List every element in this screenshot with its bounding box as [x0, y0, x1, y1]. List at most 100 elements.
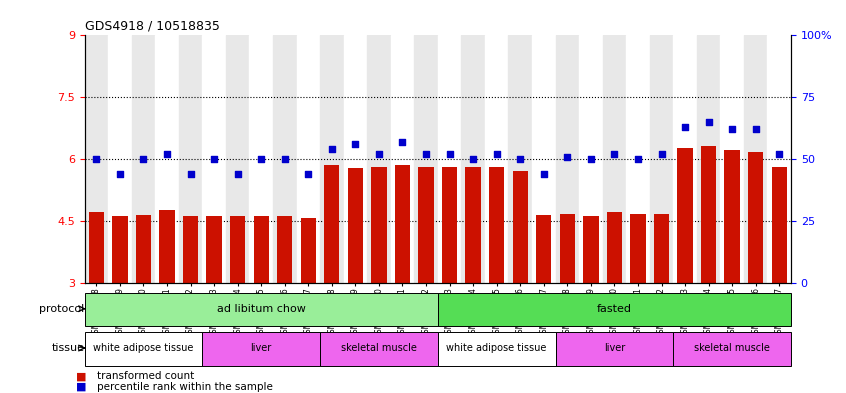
Bar	[273, 35, 297, 283]
Bar	[183, 216, 198, 283]
Bar	[159, 209, 174, 283]
Text: white adipose tissue: white adipose tissue	[93, 343, 194, 353]
Bar	[89, 212, 104, 283]
Text: tissue: tissue	[52, 343, 85, 353]
Bar	[654, 214, 669, 283]
Bar	[532, 35, 556, 283]
Point	[631, 156, 645, 162]
Point	[725, 126, 739, 132]
Text: fasted: fasted	[597, 304, 632, 314]
Bar	[179, 35, 202, 283]
Bar	[391, 35, 415, 283]
Bar	[367, 35, 391, 283]
Bar	[85, 293, 438, 326]
Bar	[556, 35, 579, 283]
Bar	[489, 167, 504, 283]
Bar	[744, 35, 767, 283]
Point	[490, 151, 503, 157]
Bar	[324, 165, 339, 283]
Bar	[697, 35, 721, 283]
Point	[113, 171, 127, 177]
Text: percentile rank within the sample: percentile rank within the sample	[97, 382, 273, 392]
Bar	[108, 35, 132, 283]
Bar	[673, 332, 791, 365]
Bar	[442, 167, 457, 283]
Point	[655, 151, 668, 157]
Bar	[583, 216, 598, 283]
Text: ■: ■	[76, 371, 86, 382]
Bar	[206, 216, 222, 283]
Point	[442, 151, 456, 157]
Bar	[250, 35, 273, 283]
Point	[325, 146, 338, 152]
Bar	[556, 332, 673, 365]
Bar	[630, 214, 645, 283]
Text: ad libitum chow: ad libitum chow	[217, 304, 305, 314]
Bar	[673, 35, 697, 283]
Point	[678, 124, 692, 130]
Bar	[415, 35, 438, 283]
Bar	[602, 35, 626, 283]
Text: protocol: protocol	[40, 304, 85, 314]
Point	[466, 156, 480, 162]
Text: liver: liver	[250, 343, 272, 353]
Bar	[156, 35, 179, 283]
Point	[184, 171, 197, 177]
Point	[607, 151, 621, 157]
Bar	[465, 167, 481, 283]
Point	[301, 171, 315, 177]
Point	[561, 154, 574, 160]
Text: liver: liver	[604, 343, 625, 353]
Bar	[626, 35, 650, 283]
Text: transformed count: transformed count	[97, 371, 195, 382]
Bar	[560, 214, 575, 283]
Bar	[678, 148, 693, 283]
Text: GDS4918 / 10518835: GDS4918 / 10518835	[85, 20, 219, 33]
Bar	[226, 35, 250, 283]
Point	[702, 119, 716, 125]
Point	[231, 171, 244, 177]
Point	[372, 151, 386, 157]
Bar	[320, 332, 438, 365]
Bar	[772, 167, 787, 283]
Bar	[300, 218, 316, 283]
Bar	[438, 332, 556, 365]
Bar	[277, 216, 293, 283]
Bar	[607, 212, 622, 283]
Bar	[508, 35, 532, 283]
Bar	[320, 35, 343, 283]
Bar	[721, 35, 744, 283]
Point	[90, 156, 103, 162]
Bar	[371, 167, 387, 283]
Bar	[85, 332, 202, 365]
Bar	[297, 35, 320, 283]
Bar	[461, 35, 485, 283]
Point	[278, 156, 292, 162]
Point	[207, 156, 221, 162]
Point	[420, 151, 433, 157]
Text: skeletal muscle: skeletal muscle	[341, 343, 417, 353]
Bar	[767, 35, 791, 283]
Bar	[113, 216, 128, 283]
Bar	[701, 146, 717, 283]
Bar	[230, 216, 245, 283]
Bar	[348, 168, 363, 283]
Point	[349, 141, 362, 147]
Point	[749, 126, 762, 132]
Point	[514, 156, 527, 162]
Bar	[85, 35, 108, 283]
Point	[537, 171, 551, 177]
Bar	[395, 165, 410, 283]
Point	[137, 156, 151, 162]
Text: skeletal muscle: skeletal muscle	[695, 343, 770, 353]
Bar	[485, 35, 508, 283]
Text: ■: ■	[76, 382, 86, 392]
Text: white adipose tissue: white adipose tissue	[447, 343, 547, 353]
Bar	[536, 215, 552, 283]
Bar	[132, 35, 155, 283]
Bar	[419, 167, 434, 283]
Bar	[650, 35, 673, 283]
Point	[255, 156, 268, 162]
Bar	[136, 215, 151, 283]
Bar	[343, 35, 367, 283]
